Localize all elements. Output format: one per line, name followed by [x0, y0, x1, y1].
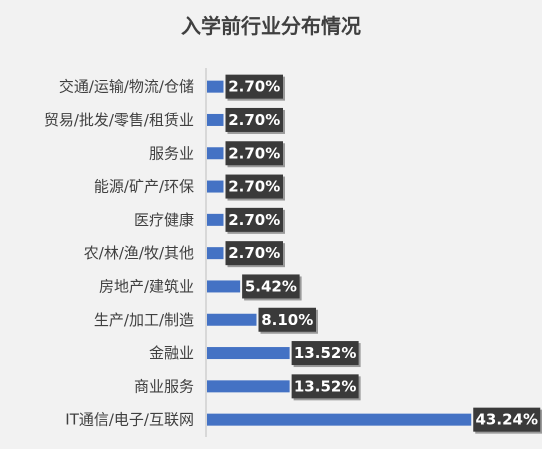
bar [207, 347, 290, 360]
data-label-box [242, 274, 300, 299]
data-label: 2.70% [228, 244, 280, 262]
data-label: 8.10% [261, 311, 313, 329]
bar [207, 147, 224, 160]
data-label-box [291, 374, 359, 399]
category-label: 医疗健康 [134, 211, 194, 229]
category-label: 贸易/批发/零售/租赁业 [44, 111, 194, 129]
chart-title: 入学前行业分布情况 [181, 14, 361, 38]
data-label: 2.70% [228, 144, 280, 162]
bar [207, 213, 224, 226]
category-label: 服务业 [149, 144, 194, 162]
data-label-box [225, 141, 283, 166]
category-label: 金融业 [149, 344, 194, 362]
bar [207, 280, 241, 293]
data-label: 2.70% [228, 211, 280, 229]
bar [207, 247, 224, 260]
category-label: 交通/运输/物流/仓储 [59, 78, 194, 96]
bar [207, 113, 224, 126]
data-label-box [225, 107, 283, 132]
category-label: 农/林/渔/牧/其他 [84, 244, 194, 262]
category-label: IT通信/电子/互联网 [65, 411, 194, 429]
data-label-box [225, 207, 283, 232]
bar [207, 413, 472, 426]
data-label: 43.24% [476, 411, 538, 429]
data-label: 5.42% [245, 277, 297, 295]
bar [207, 180, 224, 193]
data-label: 2.70% [228, 111, 280, 129]
bar [207, 313, 257, 326]
data-label: 13.52% [294, 377, 356, 395]
data-label-box [225, 174, 283, 199]
bar [207, 380, 290, 393]
data-label: 2.70% [228, 178, 280, 196]
data-label: 13.52% [294, 344, 356, 362]
category-label: 房地产/建筑业 [99, 277, 194, 295]
data-label-box [225, 74, 283, 99]
category-label: 商业服务 [134, 377, 194, 395]
data-label-box [225, 241, 283, 266]
data-label-box [291, 341, 359, 366]
data-label-box [473, 407, 541, 432]
data-label: 2.70% [228, 78, 280, 96]
data-label-box [258, 307, 316, 332]
category-label: 能源/矿产/环保 [94, 178, 194, 196]
bar [207, 80, 224, 93]
category-label: 生产/加工/制造 [94, 311, 194, 329]
